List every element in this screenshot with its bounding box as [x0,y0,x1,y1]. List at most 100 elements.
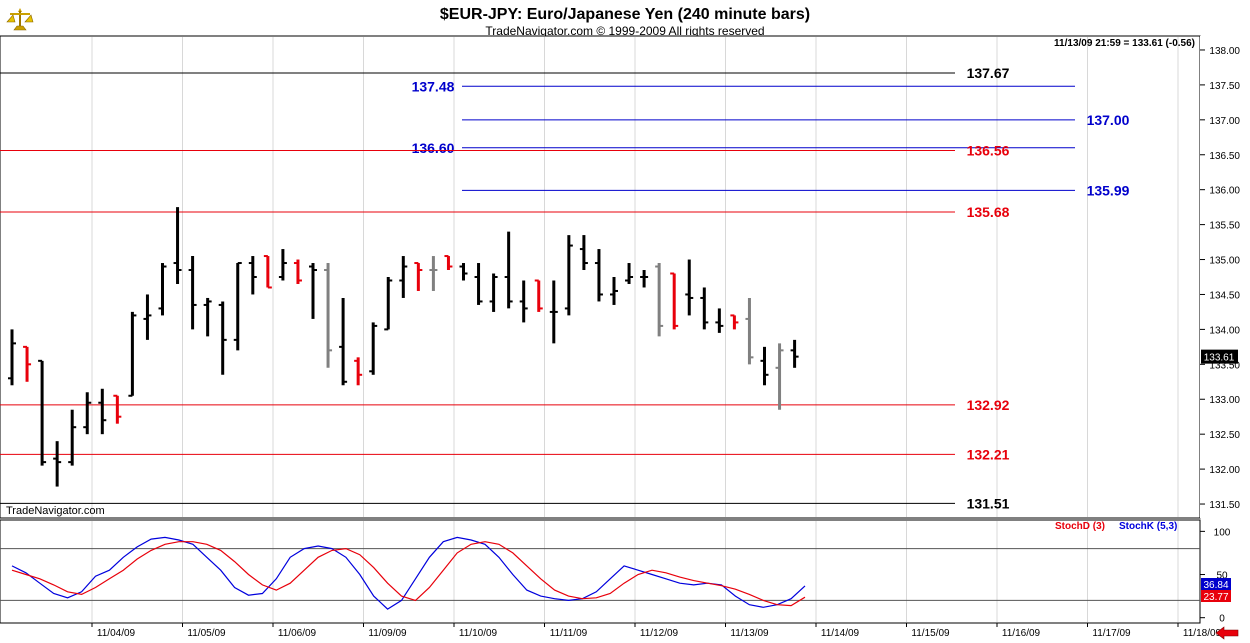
y-tick-label: 136.50 [1209,151,1240,162]
stoch-y-tick-label: 50 [1216,571,1228,582]
y-tick-label: 134.00 [1209,325,1240,336]
x-tick-label: 11/12/09 [640,628,679,639]
stochD-last-badge: 23.77 [1201,590,1231,603]
ohlc-bar [38,359,47,466]
x-tick-label: 11/11/09 [550,628,588,639]
ohlc-bar [414,262,423,291]
ohlc-bar [775,343,784,410]
x-tick-label: 11/10/09 [459,628,498,639]
ohlc-bar [670,272,679,330]
stochK-line [11,536,806,610]
ohlc-bar [128,311,137,397]
ohlc-bar [324,263,333,368]
ohlc-bar [113,394,122,424]
ohlc-bar [293,259,302,284]
x-tick-label: 11/05/09 [187,628,226,639]
level-label: 137.48 [412,78,455,94]
ohlc-bar [730,314,739,330]
x-tick-label: 11/13/09 [730,628,769,639]
svg-text:133.61: 133.61 [1204,353,1235,364]
y-tick-label: 135.50 [1209,221,1240,232]
y-tick-label: 138.00 [1209,46,1240,57]
y-tick-label: 132.00 [1209,465,1240,476]
stochastic-plot-area [0,519,1201,624]
level-label: 137.00 [1087,112,1130,128]
ohlc-bar [459,263,468,281]
stochastic-grid [0,521,1200,622]
ohlc-bar [474,263,483,305]
main-y-ticks: 138.00 137.50 137.00 136.50 136.00 135.50 135.… [1200,46,1240,511]
ohlc-bar [519,280,528,323]
ohlc-bar [504,231,513,309]
x-tick-label: 11/06/09 [278,628,317,639]
ohlc-bar [489,273,498,312]
ohlc-bar [354,357,363,386]
stoch-y-tick-label: 100 [1214,527,1231,538]
stochastic-lines [11,536,806,610]
x-tick-label: 11/04/09 [97,628,136,639]
ohlc-bar [384,277,393,331]
y-tick-label: 131.50 [1209,500,1240,511]
x-tick-label: 11/16/09 [1002,628,1041,639]
level-label: 135.99 [1087,182,1130,198]
y-tick-label: 132.50 [1209,430,1240,441]
ohlc-bar [700,287,709,330]
x-tick-label: 11/18/09 [1183,628,1222,639]
ohlc-bar [625,263,634,284]
ohlc-bar [23,345,32,382]
ohlc-bar [790,339,799,368]
x-tick-label: 11/14/09 [821,628,860,639]
ohlc-bar [534,279,543,312]
x-tick-label: 11/17/09 [1092,628,1131,639]
ohlc-bar [173,207,182,284]
ohlc-bar [594,249,603,302]
last-price-badge: 133.61 [1201,349,1238,364]
x-tick-label: 11/15/09 [911,628,950,639]
y-tick-label: 133.00 [1209,395,1240,406]
main-grid [91,37,1179,517]
y-tick-label: 133.50 [1209,360,1240,371]
stochK-legend: StochK (5,3) [1119,521,1177,532]
stochD-legend: StochD (3) [1055,521,1105,532]
level-label: 132.92 [967,397,1010,413]
svg-text:23.77: 23.77 [1203,592,1228,603]
ohlc-bar [760,346,769,386]
level-label: 136.56 [967,143,1010,159]
y-tick-label: 135.00 [1209,256,1240,267]
ohlc-bar [68,409,77,466]
logo-icon [6,6,34,32]
ohlc-bar [685,259,694,316]
last-info-label: 11/13/09 21:59 = 133.61 (-0.56) [1054,38,1195,49]
ohlc-bar [158,263,167,316]
ohlc-bar [278,249,287,281]
stochastic-y-ticks: 100 50 0 [1200,527,1231,625]
y-tick-label: 134.50 [1209,290,1240,301]
ohlc-bar [549,280,558,344]
ohlc-bar [309,263,317,319]
ohlc-bar [83,392,92,435]
stochD-line [11,541,806,607]
level-label: 132.21 [967,446,1010,462]
scroll-arrow-icon[interactable] [1215,626,1239,640]
ohlc-bar [745,297,754,365]
ohlc-bar [218,301,227,375]
level-label: 136.60 [412,140,455,156]
ohlc-bar [263,255,272,289]
ohlc-bar [203,297,212,337]
level-lines: 137.67 137.48 137.00 136.60 136.56 135.99 135.… [0,65,1130,511]
y-tick-label: 137.00 [1209,116,1240,127]
y-tick-label: 136.00 [1209,186,1240,197]
svg-text:36.84: 36.84 [1203,580,1228,591]
ohlc-bar [248,256,257,295]
ohlc-bar [339,297,348,386]
ohlc-bar [188,256,197,330]
level-label: 131.51 [967,495,1010,511]
ohlc-bar [98,388,107,435]
stochK-last-badge: 36.84 [1201,578,1231,591]
main-y-axis [1200,36,1250,518]
ohlc-bar [715,308,724,333]
level-label: 137.67 [967,65,1010,81]
ohlc-bar [444,255,453,271]
ohlc-bar [399,256,408,298]
